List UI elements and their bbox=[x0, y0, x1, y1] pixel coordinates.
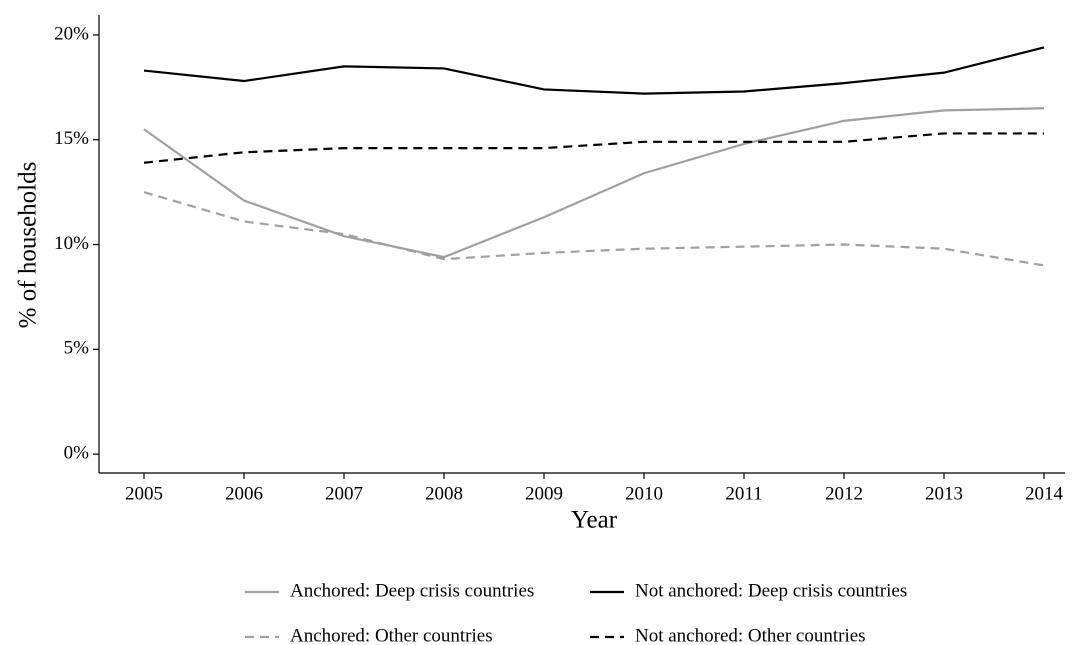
y-axis-label: % of households bbox=[15, 162, 42, 329]
x-tick-label: 2013 bbox=[925, 483, 963, 504]
y-tick-label: 0% bbox=[64, 442, 90, 463]
x-tick-label: 2007 bbox=[325, 483, 363, 504]
x-axis-label: Year bbox=[571, 507, 618, 534]
y-tick-label: 15% bbox=[54, 128, 89, 149]
x-tick-label: 2011 bbox=[725, 483, 762, 504]
x-tick-label: 2010 bbox=[625, 483, 663, 504]
legend-label: Not anchored: Other countries bbox=[635, 625, 866, 645]
legend-label: Anchored: Other countries bbox=[290, 625, 493, 645]
x-tick-label: 2006 bbox=[225, 483, 263, 504]
x-tick-label: 2005 bbox=[125, 483, 163, 504]
legend-label: Not anchored: Deep crisis countries bbox=[635, 580, 907, 601]
x-tick-label: 2009 bbox=[525, 483, 563, 504]
line-series bbox=[143, 107, 1045, 259]
x-tick-label: 2012 bbox=[825, 483, 863, 504]
y-tick-label: 5% bbox=[64, 338, 90, 359]
y-tick-label: 20% bbox=[54, 23, 89, 44]
legend-label: Anchored: Deep crisis countries bbox=[290, 580, 534, 601]
x-tick-label: 2014 bbox=[1025, 483, 1064, 504]
y-tick-label: 10% bbox=[54, 233, 89, 254]
x-tick-label: 2008 bbox=[425, 483, 463, 504]
line-series bbox=[143, 191, 1045, 267]
line-series bbox=[143, 132, 1044, 164]
line-series bbox=[143, 46, 1045, 95]
